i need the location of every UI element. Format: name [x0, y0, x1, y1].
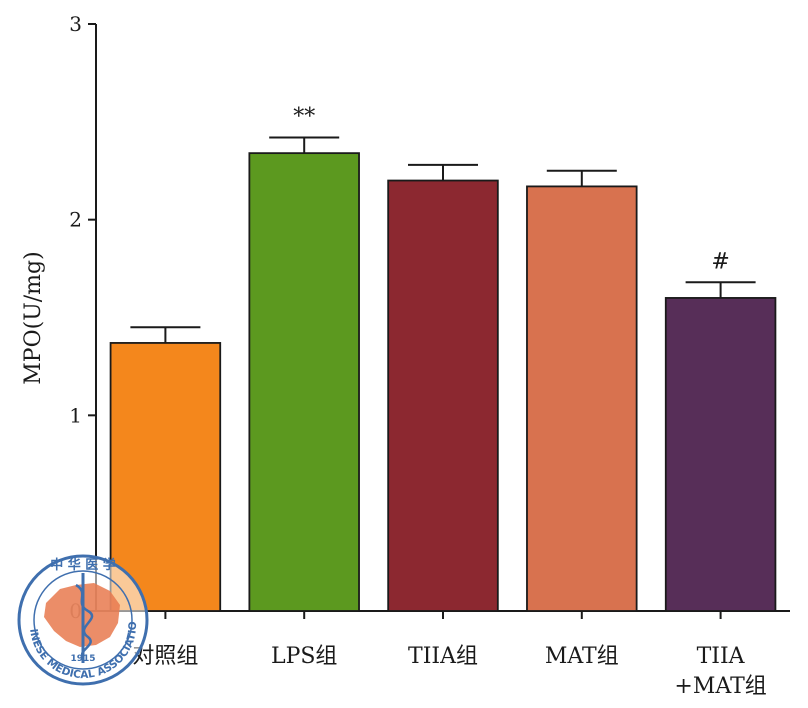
association-seal: 中 华 医 学 1915 CHINESE MEDICAL ASSOCIATION [14, 545, 149, 686]
category-label-4-0: TIIA [697, 644, 746, 669]
category-label-2-0: TIIA组 [408, 644, 478, 669]
y-tick-label-1: 1 [69, 403, 82, 427]
category-label-4-1: +MAT组 [674, 674, 766, 699]
bars: ** # [109, 104, 777, 612]
y-axis-label: MPO(U/mg) [21, 251, 46, 384]
y-tick-label-3: 3 [69, 12, 82, 36]
y-tick-label-2: 2 [69, 208, 82, 232]
seal-top-text: 中 华 医 学 [50, 557, 116, 573]
bar-3 [526, 185, 638, 612]
category-label-0-0: 对照组 [132, 644, 198, 669]
category-label-3-0: MAT组 [545, 644, 619, 669]
category-label-1-0: LPS组 [271, 644, 337, 669]
bar-4 [664, 297, 777, 612]
bar-2 [387, 179, 499, 612]
bar-1 [248, 152, 360, 612]
significance-label-1: ** [293, 104, 315, 129]
significance-label-4: # [711, 249, 729, 274]
category-labels: 对照组 LPS组 TIIA组 MAT组 TIIA +MAT组 [132, 644, 766, 699]
seal-year: 1915 [70, 654, 95, 664]
